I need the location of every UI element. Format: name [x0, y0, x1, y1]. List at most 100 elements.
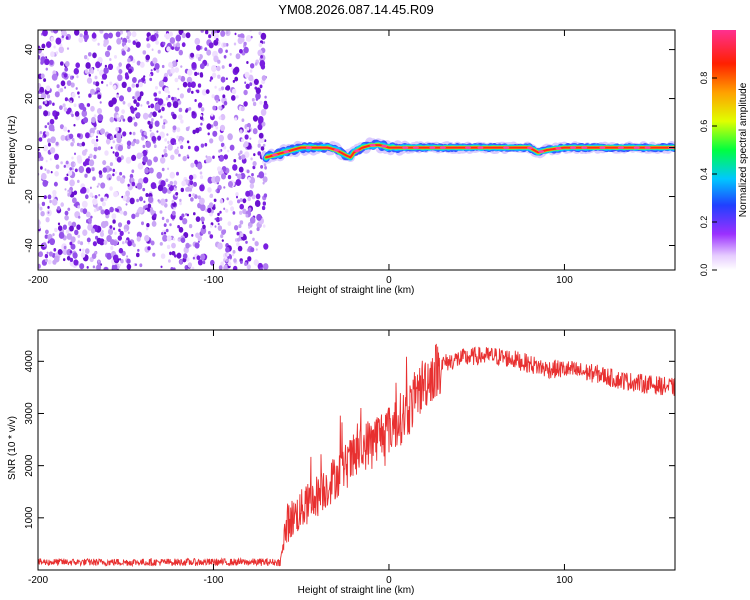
spectrogram-noise	[38, 30, 269, 270]
spectrogram-noise-blob	[106, 252, 112, 260]
spectrogram-noise-blob	[72, 197, 77, 204]
spectrogram-noise-blob	[199, 197, 205, 205]
spectrogram-track-peak	[381, 144, 388, 148]
spectrogram-noise-blob	[127, 58, 131, 63]
spectrogram-noise-blob	[146, 100, 150, 105]
spectrogram-noise-blob	[260, 55, 263, 59]
spectrogram-noise-blob	[234, 225, 239, 231]
spectrogram-noise-blob	[226, 252, 230, 257]
spectrogram-noise-blob	[110, 135, 114, 140]
spectrogram-noise-blob	[79, 33, 83, 38]
spectrogram-noise-blob	[173, 254, 177, 258]
spectrogram-noise-blob	[121, 109, 125, 114]
spectrogram-noise-blob	[160, 253, 166, 259]
spectrogram-track-peak	[570, 146, 577, 150]
spectrogram-track-peak	[503, 146, 510, 150]
spectrogram-noise-blob	[161, 106, 165, 112]
spectrogram-noise-blob	[65, 61, 70, 67]
spectrogram-noise-blob	[175, 192, 179, 196]
spectrogram-noise-blob	[190, 197, 194, 202]
spectrogram-noise-blob	[169, 181, 173, 186]
spectrogram-noise-blob	[211, 72, 217, 79]
spectrogram-noise-blob	[99, 101, 102, 104]
spectrogram-noise-blob	[58, 225, 63, 231]
spectrogram-noise-blob	[102, 167, 108, 173]
snr-line-group	[38, 343, 675, 568]
spectrogram-noise-blob	[197, 102, 203, 108]
spectrogram-noise-blob	[194, 71, 198, 76]
spectrogram-noise-blob	[167, 143, 173, 151]
spectrogram-noise-blob	[150, 103, 155, 109]
spectrogram-noise-blob	[199, 171, 203, 175]
spectrogram-noise-blob	[45, 258, 48, 263]
spectrogram-noise-blob	[249, 230, 253, 235]
spectrogram-noise-blob	[172, 267, 176, 270]
spectrogram-noise-blob	[62, 224, 67, 230]
colorbar-tick-label: 0.8	[699, 72, 709, 85]
spectrogram-noise-blob	[230, 206, 235, 212]
spectrogram-noise-blob	[199, 184, 205, 192]
spectrogram-noise-blob	[174, 148, 180, 155]
spectrogram-noise-blob	[151, 220, 157, 227]
spectrogram-noise-blob	[139, 263, 143, 268]
spectrogram-noise-blob	[204, 47, 208, 51]
spectrogram-noise-blob	[44, 100, 48, 104]
spectrogram-noise-blob	[255, 87, 261, 94]
spectrogram-noise-blob	[149, 167, 154, 174]
spectrogram-noise-blob	[236, 242, 240, 247]
spectrogram-noise-blob	[219, 210, 222, 214]
spectrogram-noise-blob	[66, 80, 72, 86]
spectrogram-noise-blob	[38, 251, 43, 258]
spectrogram-noise-blob	[62, 103, 66, 108]
spectrogram-noise-blob	[194, 99, 197, 102]
spectrogram-y-label: Frequency (Hz)	[7, 116, 18, 185]
spectrogram-noise-blob	[119, 30, 124, 35]
spectrogram-noise-blob	[226, 31, 229, 34]
spectrogram-noise-blob	[243, 101, 248, 107]
spectrogram-noise-blob	[74, 111, 80, 117]
spectrogram-noise-blob	[239, 49, 243, 54]
spectrogram-noise-blob	[185, 32, 191, 39]
spectrogram-noise-blob	[60, 134, 66, 141]
spectrogram-noise-blob	[121, 195, 124, 199]
spectrogram-noise-blob	[248, 74, 254, 82]
spectrogram-noise-blob	[52, 102, 55, 106]
spectrogram-noise-blob	[217, 166, 222, 172]
spectrogram-noise-blob	[83, 33, 89, 41]
spectrogram-noise-blob	[132, 116, 136, 120]
spectrogram-noise-blob	[135, 139, 140, 145]
spectrogram-noise-blob	[260, 64, 266, 70]
spectrogram-noise-blob	[67, 221, 72, 227]
spectrogram-noise-blob	[109, 162, 113, 167]
colorbar-ticks: 0.0 0.2 0.4 0.6 0.8	[699, 72, 717, 276]
spectrogram-noise-blob	[179, 260, 183, 264]
spectrogram-noise-blob	[141, 221, 144, 226]
spectrogram-noise-blob	[210, 113, 214, 117]
spectrogram-noise-blob	[92, 176, 96, 181]
spectrogram-noise-blob	[235, 192, 239, 197]
spectrogram-noise-blob	[54, 115, 58, 120]
spectrogram-noise-blob	[135, 91, 140, 98]
spectrogram-noise-blob	[112, 84, 117, 90]
spectrogram-noise-blob	[62, 258, 66, 262]
spectrogram-noise-blob	[111, 263, 118, 270]
spectrogram-noise-blob	[209, 138, 214, 144]
spectrogram-noise-blob	[244, 151, 250, 159]
spectrogram-noise-blob	[264, 166, 267, 170]
spectrogram-noise-blob	[257, 151, 262, 156]
spectrogram-noise-blob	[242, 198, 247, 204]
spectrogram-noise-blob	[169, 37, 176, 44]
spectrogram-noise-blob	[253, 153, 256, 157]
spectrogram-noise-blob	[263, 163, 267, 167]
spectrogram-noise-blob	[208, 42, 214, 49]
spectrogram-noise-blob	[186, 186, 191, 192]
spectrogram-noise-blob	[86, 77, 93, 84]
spectrogram-noise-blob	[241, 138, 244, 142]
spectrogram-noise-blob	[172, 237, 176, 241]
spectrogram-noise-blob	[122, 101, 126, 105]
spectrogram-noise-blob	[182, 155, 187, 162]
spectrogram-noise-blob	[46, 251, 49, 254]
spectrogram-noise-blob	[208, 202, 214, 208]
spectrogram-noise-blob	[200, 114, 203, 117]
spectrogram-noise-blob	[195, 232, 200, 239]
